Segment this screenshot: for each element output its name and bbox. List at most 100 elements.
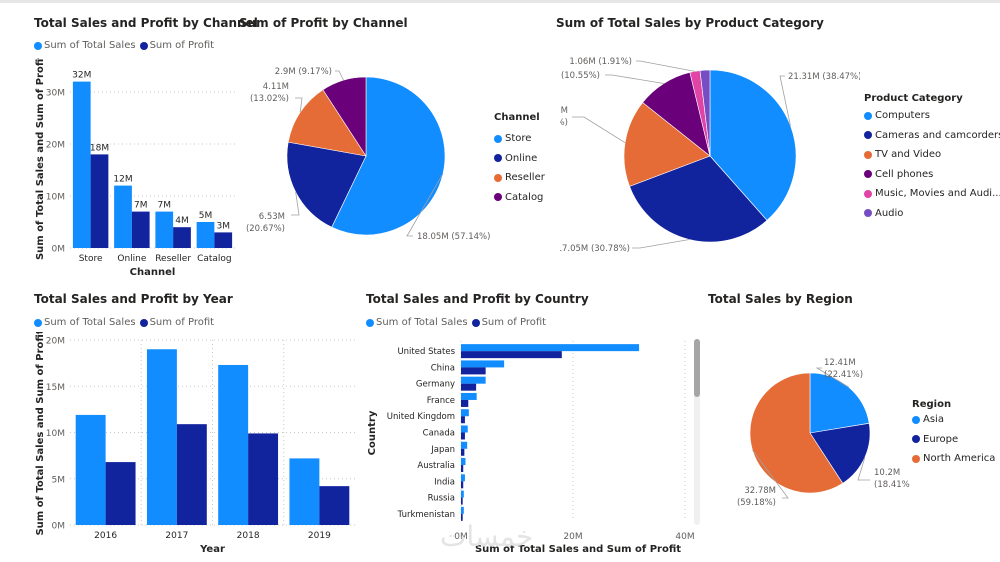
legend-item-cell-phones[interactable]: Cell phones	[864, 165, 1000, 185]
x-tick-label: 0M	[454, 532, 468, 542]
data-label: (13.02%)	[250, 94, 289, 104]
country-scrollbar-track[interactable]	[694, 339, 700, 525]
legend-dot-icon	[494, 134, 502, 143]
data-label: (59.18%)	[737, 498, 776, 508]
bar-sales	[196, 222, 215, 248]
legend-label: Europe	[923, 433, 959, 445]
x-axis-title: Sum of Total Sales and Sum of Profit	[475, 544, 681, 555]
data-label: (16.44%)	[560, 118, 568, 128]
y-axis-title: Sum of Total Sales and Sum of Profit	[35, 58, 46, 260]
x-tick-label: 2018	[237, 531, 260, 541]
legend-item-sales[interactable]: Sum of Total Sales	[34, 40, 136, 51]
x-tick-label: 2016	[94, 531, 117, 541]
data-label: 5M	[199, 211, 213, 221]
legend-item-cameras[interactable]: Cameras and camcorders	[864, 126, 1000, 146]
legend-item-computers[interactable]: Computers	[864, 106, 1000, 126]
legend-label-sales: Sum of Total Sales	[376, 317, 468, 328]
y-tick-label: Russia	[428, 494, 455, 504]
legend-label: Catalog	[505, 191, 544, 203]
country-bar-title: Total Sales and Profit by Country	[366, 292, 589, 306]
leader-line	[295, 97, 303, 113]
legend-dot-icon	[494, 154, 502, 163]
legend-item-profit[interactable]: Sum of Profit	[139, 40, 214, 51]
legend-item-audio[interactable]: Audio	[864, 204, 1000, 224]
x-tick-label: 2017	[165, 531, 188, 541]
y-tick-label: Japan	[430, 445, 455, 455]
bar-sales	[461, 441, 468, 449]
legend-item-profit[interactable]: Sum of Profit	[139, 317, 215, 328]
bar-profit	[461, 399, 469, 407]
x-tick-label: 2019	[308, 531, 331, 541]
bar-profit	[131, 211, 150, 248]
bar-sales	[289, 458, 320, 525]
legend-item-store[interactable]: Store	[494, 129, 545, 149]
country-bar-chart: 0M 20M 40M United States China Germany France U…	[367, 341, 695, 555]
legend-item-tv-video[interactable]: TV and Video	[864, 145, 1000, 165]
leader-line	[335, 70, 344, 81]
year-bar-title: Total Sales and Profit by Year	[34, 292, 233, 306]
y-tick-label: 20M	[46, 337, 65, 347]
bar-profit	[319, 486, 350, 525]
x-tick-label: Catalog	[197, 254, 232, 264]
leader-line	[815, 367, 850, 388]
bar-sales	[75, 414, 106, 525]
legend-item-music[interactable]: Music, Movies and Audi...	[864, 184, 1000, 204]
legend-item-online[interactable]: Online	[494, 149, 545, 169]
legend-dot-icon	[864, 189, 872, 198]
legend-dot-icon	[912, 454, 920, 463]
y-tick-label: Turkmenistan	[397, 510, 455, 520]
pie-slice	[629, 155, 768, 243]
legend-item-asia[interactable]: Asia	[912, 410, 995, 430]
data-label: (18.41%)	[874, 480, 910, 490]
legend-label-sales: Sum of Total Sales	[44, 317, 136, 328]
legend-item-sales[interactable]: Sum of Total Sales	[34, 317, 136, 328]
y-tick-label: India	[434, 477, 455, 487]
legend-dot-icon	[864, 209, 872, 218]
bar-sales	[461, 458, 466, 466]
watermark: خمسات	[440, 520, 534, 553]
legend-dot-icon	[494, 193, 502, 202]
legend-item-north-america[interactable]: North America	[912, 449, 995, 469]
legend-label-profit: Sum of Profit	[149, 317, 215, 328]
data-label: 32M	[72, 71, 91, 81]
country-scrollbar-thumb[interactable]	[694, 339, 700, 397]
legend-title: Region	[912, 399, 952, 410]
data-label: 6.53M	[259, 212, 285, 222]
legend-label: Music, Movies and Audi...	[875, 188, 1000, 200]
leader-line	[752, 449, 789, 499]
bar-sales	[72, 81, 91, 248]
x-tick-label: 40M	[675, 532, 694, 542]
x-tick-label: Store	[79, 254, 103, 264]
legend-item-europe[interactable]: Europe	[912, 430, 995, 450]
legend-item-reseller[interactable]: Reseller	[494, 168, 545, 188]
bar-sales	[114, 185, 132, 248]
data-label: 5.84M (10.55%)	[560, 71, 600, 81]
legend-dot-icon	[494, 173, 502, 182]
channel-bar-legend: Sum of Total Sales Sum of Profit	[34, 40, 214, 51]
legend-item-profit[interactable]: Sum of Profit	[471, 317, 546, 328]
x-axis-title: Channel	[130, 267, 176, 278]
pie-slice	[809, 422, 871, 484]
legend-item-catalog[interactable]: Catalog	[494, 188, 545, 208]
data-label: 9.11M	[560, 106, 568, 116]
bar-profit	[248, 433, 279, 525]
channel-bar-title: Total Sales and Profit by Channel	[34, 16, 258, 30]
bar-sales	[461, 376, 486, 384]
data-label: 32.78M	[744, 486, 776, 496]
legend-dot-sales-icon	[34, 318, 42, 327]
data-label: 18M	[90, 143, 109, 153]
x-axis-title: Year	[199, 544, 225, 555]
bar-profit	[461, 513, 463, 521]
y-tick-label: 20M	[46, 141, 65, 151]
bar-sales	[461, 506, 464, 514]
legend-dot-icon	[864, 170, 872, 179]
legend-dot-profit-icon	[139, 318, 148, 327]
legend-dot-icon	[864, 150, 872, 159]
legend-item-sales[interactable]: Sum of Total Sales	[366, 317, 468, 328]
y-axis-title: Country	[367, 410, 378, 455]
bar-profit	[173, 227, 191, 248]
bar-sales	[155, 211, 174, 248]
legend-label-sales: Sum of Total Sales	[44, 40, 136, 51]
legend-title: Product Category	[864, 93, 963, 104]
pie-slice	[709, 69, 797, 221]
